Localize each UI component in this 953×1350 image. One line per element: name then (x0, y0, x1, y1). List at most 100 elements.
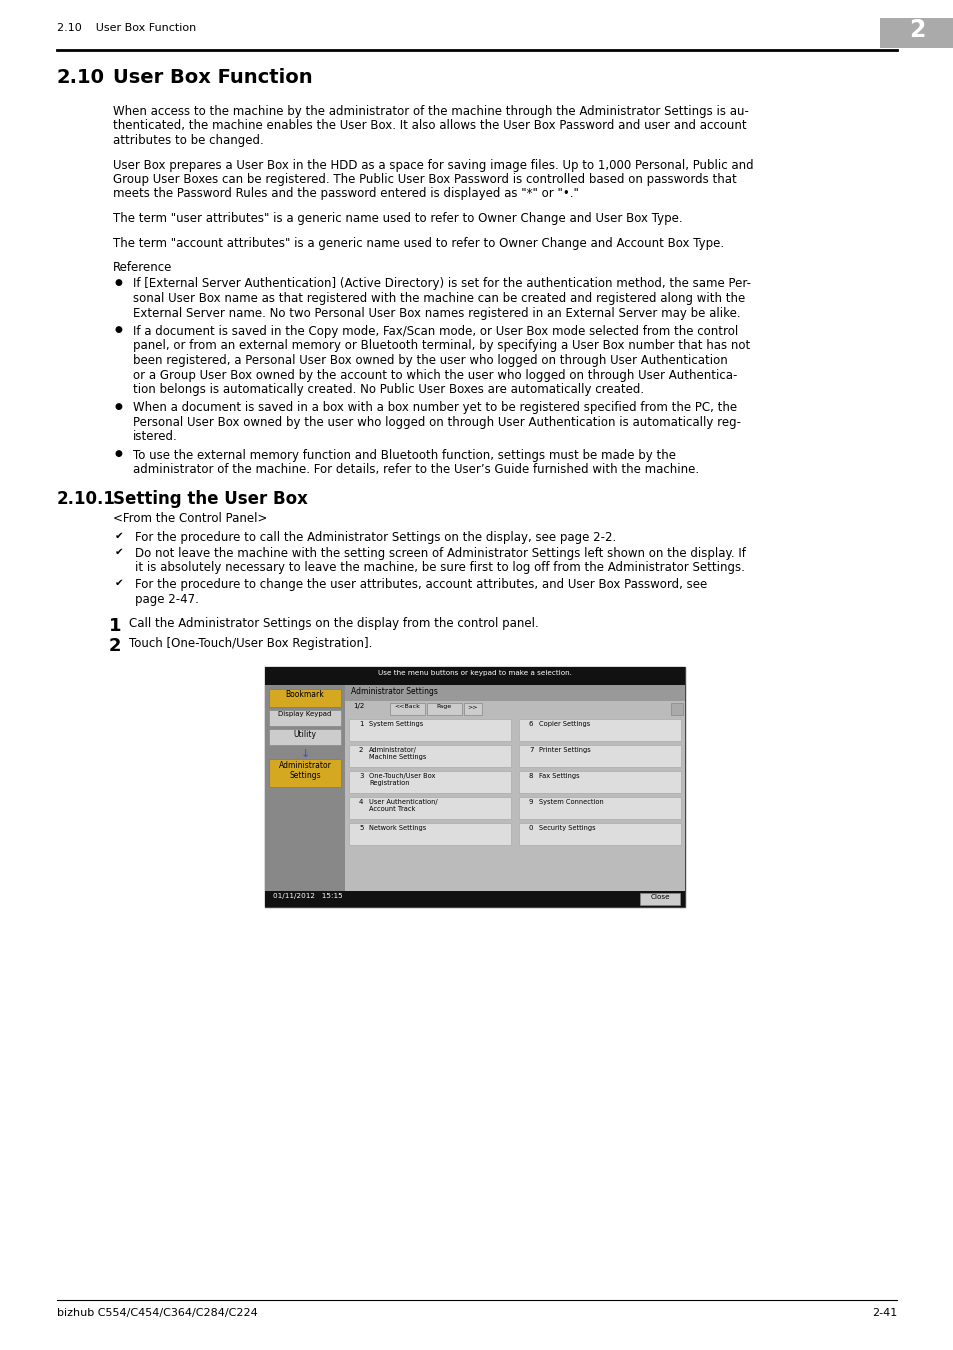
Text: panel, or from an external memory or Bluetooth terminal, by specifying a User Bo: panel, or from an external memory or Blu… (132, 339, 749, 352)
Text: tion belongs is automatically created. No Public User Boxes are automatically cr: tion belongs is automatically created. N… (132, 383, 643, 396)
Text: User Box prepares a User Box in the HDD as a space for saving image files. Up to: User Box prepares a User Box in the HDD … (112, 158, 753, 171)
Bar (269, 759, 340, 787)
Text: External Server name. No two Personal User Box names registered in an External S: External Server name. No two Personal Us… (132, 306, 740, 320)
Text: <From the Control Panel>: <From the Control Panel> (112, 512, 267, 525)
Text: The term "user attributes" is a generic name used to refer to Owner Change and U: The term "user attributes" is a generic … (112, 212, 682, 225)
Text: 3: 3 (358, 774, 363, 779)
Text: sonal User Box name as that registered with the machine can be created and regis: sonal User Box name as that registered w… (132, 292, 744, 305)
Text: ↓: ↓ (300, 749, 310, 759)
Text: 01/11/2012   15:15: 01/11/2012 15:15 (273, 892, 342, 899)
Bar (269, 688, 340, 707)
Text: Fax Settings: Fax Settings (538, 774, 579, 779)
Bar (349, 771, 511, 792)
Text: One-Touch/User Box
Registration: One-Touch/User Box Registration (369, 774, 435, 786)
Text: Bookmark: Bookmark (285, 690, 324, 699)
Text: System Connection: System Connection (538, 799, 603, 805)
Bar (518, 720, 680, 741)
Text: 2: 2 (109, 637, 121, 655)
Text: Setting the User Box: Setting the User Box (112, 490, 308, 508)
Text: been registered, a Personal User Box owned by the user who logged on through Use: been registered, a Personal User Box own… (132, 354, 727, 367)
Text: ●: ● (115, 450, 123, 458)
Bar (518, 796, 680, 819)
Text: ●: ● (115, 325, 123, 333)
Text: 2.10.1: 2.10.1 (57, 490, 115, 508)
Bar (427, 703, 461, 716)
Bar (518, 771, 680, 792)
Text: 6: 6 (529, 721, 533, 728)
Bar (518, 824, 680, 845)
Text: 2: 2 (358, 747, 363, 753)
Bar (345, 684, 684, 891)
Bar (349, 745, 511, 767)
Bar (390, 703, 424, 716)
Text: 1: 1 (109, 617, 121, 634)
Text: attributes to be changed.: attributes to be changed. (112, 134, 263, 147)
Text: istered.: istered. (132, 431, 177, 444)
Text: or a Group User Box owned by the account to which the user who logged on through: or a Group User Box owned by the account… (132, 369, 737, 382)
Bar (265, 684, 345, 891)
Text: 7: 7 (529, 747, 533, 753)
Text: The term "account attributes" is a generic name used to refer to Owner Change an: The term "account attributes" is a gener… (112, 236, 723, 250)
Text: Utility: Utility (294, 730, 316, 738)
Text: it is absolutely necessary to leave the machine, be sure first to log off from t: it is absolutely necessary to leave the … (135, 562, 744, 575)
Bar (269, 729, 340, 745)
Text: Call the Administrator Settings on the display from the control panel.: Call the Administrator Settings on the d… (129, 617, 538, 630)
Text: Use the menu buttons or keypad to make a selection.: Use the menu buttons or keypad to make a… (377, 670, 572, 676)
Bar (269, 710, 340, 726)
Bar (265, 667, 684, 684)
Text: Security Settings: Security Settings (538, 825, 595, 832)
Text: 4: 4 (358, 799, 363, 805)
Text: Administrator: Administrator (278, 761, 331, 770)
Text: Reference: Reference (112, 261, 172, 274)
Text: <<Back: <<Back (394, 703, 419, 709)
Text: >>: >> (467, 703, 477, 709)
Text: meets the Password Rules and the password entered is displayed as "*" or "•.": meets the Password Rules and the passwor… (112, 188, 578, 201)
Text: Network Settings: Network Settings (369, 825, 426, 832)
Bar (879, 18, 953, 49)
Text: ✔: ✔ (115, 531, 124, 540)
Bar (349, 796, 511, 819)
Bar (265, 891, 684, 907)
Text: Personal User Box owned by the user who logged on through User Authentication is: Personal User Box owned by the user who … (132, 416, 740, 429)
Text: ✔: ✔ (115, 578, 124, 589)
Bar (349, 824, 511, 845)
Text: Page: Page (436, 703, 451, 709)
Text: 8: 8 (529, 774, 533, 779)
Bar (265, 667, 684, 907)
Text: 2.10    User Box Function: 2.10 User Box Function (57, 23, 196, 32)
Text: Copier Settings: Copier Settings (538, 721, 590, 728)
Text: bizhub C554/C454/C364/C284/C224: bizhub C554/C454/C364/C284/C224 (57, 1308, 257, 1318)
Text: If a document is saved in the Copy mode, Fax/Scan mode, or User Box mode selecte: If a document is saved in the Copy mode,… (132, 325, 738, 338)
Text: page 2-47.: page 2-47. (135, 593, 198, 606)
Text: 5: 5 (358, 825, 363, 832)
Bar (345, 701, 684, 717)
Text: 9: 9 (529, 799, 533, 805)
Text: For the procedure to call the Administrator Settings on the display, see page 2-: For the procedure to call the Administra… (135, 531, 616, 544)
Bar (639, 892, 679, 904)
Text: 2.10: 2.10 (57, 68, 105, 86)
Text: When access to the machine by the administrator of the machine through the Admin: When access to the machine by the admini… (112, 105, 748, 117)
Text: System Settings: System Settings (369, 721, 423, 728)
Text: User Authentication/
Account Track: User Authentication/ Account Track (369, 799, 437, 811)
Text: 2-41: 2-41 (871, 1308, 896, 1318)
Text: Administrator Settings: Administrator Settings (351, 687, 437, 697)
Text: When a document is saved in a box with a box number yet to be registered specifi: When a document is saved in a box with a… (132, 401, 737, 414)
Text: Do not leave the machine with the setting screen of Administrator Settings left : Do not leave the machine with the settin… (135, 547, 745, 560)
Text: 1: 1 (358, 721, 363, 728)
Text: 2: 2 (908, 18, 924, 42)
Text: Touch [One-Touch/User Box Registration].: Touch [One-Touch/User Box Registration]. (129, 637, 372, 649)
Bar (670, 703, 682, 716)
Text: Display Keypad: Display Keypad (278, 711, 332, 717)
Text: 0: 0 (529, 825, 533, 832)
Bar (349, 720, 511, 741)
Text: thenticated, the machine enables the User Box. It also allows the User Box Passw: thenticated, the machine enables the Use… (112, 120, 746, 132)
Text: Settings: Settings (289, 771, 320, 780)
Text: For the procedure to change the user attributes, account attributes, and User Bo: For the procedure to change the user att… (135, 578, 706, 591)
Text: administrator of the machine. For details, refer to the User’s Guide furnished w: administrator of the machine. For detail… (132, 463, 699, 477)
Text: ●: ● (115, 401, 123, 410)
Text: To use the external memory function and Bluetooth function, settings must be mad: To use the external memory function and … (132, 450, 676, 462)
Text: Printer Settings: Printer Settings (538, 747, 590, 753)
Text: Administrator/
Machine Settings: Administrator/ Machine Settings (369, 747, 426, 760)
Text: ●: ● (115, 278, 123, 286)
Text: ✔: ✔ (115, 547, 124, 558)
